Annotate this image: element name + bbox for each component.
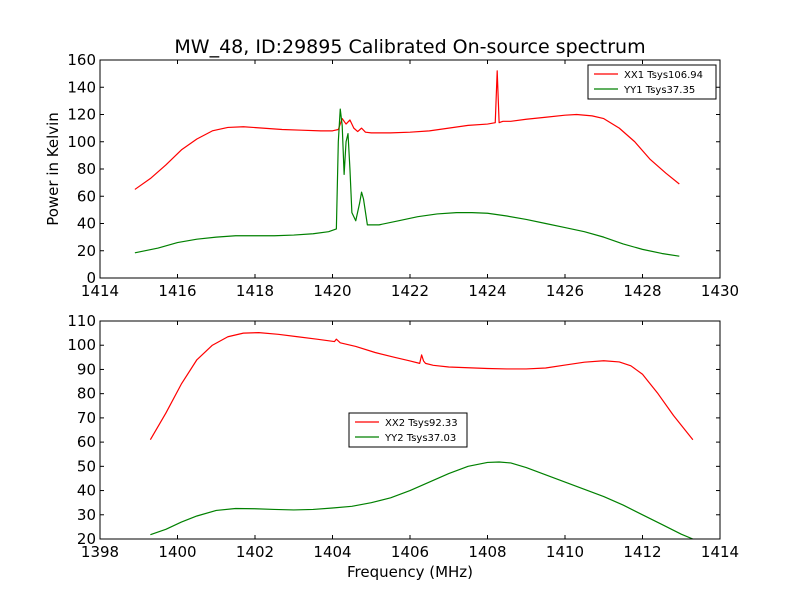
x-tick-label: 1398 [81,543,119,561]
x-tick-label: 1402 [236,543,274,561]
series-line-yy1 [134,108,680,257]
y-tick-label: 30 [77,506,96,524]
x-tick-label: 1430 [701,282,739,300]
x-tick-label: 1410 [546,543,584,561]
legend-label: XX1 Tsys106.94 [624,70,703,81]
y-tick-label: 20 [77,530,96,548]
y-tick-label: 100 [67,336,96,354]
y-tick-label: 110 [67,312,96,330]
y-tick-label: 70 [77,409,96,427]
series-line-yy2 [150,461,694,539]
top-panel: 1414 1416 1418 1420 1422 1424 1426 1428 1430 0 20 4… [67,51,739,300]
x-tick-label: 1414 [81,282,119,300]
x-tick-label: 1408 [468,543,506,561]
y-tick-label: 60 [77,433,96,451]
x-tick-label: 1400 [158,543,196,561]
x-tick-label: 1426 [546,282,584,300]
x-tick-label: 1414 [701,543,739,561]
legend-label: YY2 Tsys37.03 [384,433,456,444]
legend-label: YY1 Tsys37.35 [623,85,695,96]
series-line-xx2 [149,332,694,441]
bottom-panel: 1398 1400 1402 1404 1406 1408 1410 1412 1414 20 30… [67,312,739,561]
y-tick-label: 100 [67,133,96,151]
legend-box [587,64,717,100]
series-line-xx1 [134,70,680,190]
x-tick-label: 1422 [391,282,429,300]
y-tick-label: 20 [77,242,96,260]
x-tick-label: 1418 [236,282,274,300]
y-axis-label: Power in Kelvin [44,112,62,226]
y-tick-label: 50 [77,457,96,475]
y-tick-label: 40 [77,215,96,233]
legend-label: XX2 Tsys92.33 [385,418,458,429]
x-tick-label: 1406 [391,543,429,561]
y-tick-label: 90 [77,360,96,378]
x-tick-label: 1416 [158,282,196,300]
y-tick-label: 60 [77,187,96,205]
y-tick-label: 120 [67,106,96,124]
y-tick-label: 40 [77,482,96,500]
chart-title: MW_48, ID:29895 Calibrated On-source spe… [174,36,645,58]
x-tick-label: 1428 [623,282,661,300]
x-tick-label: 1424 [468,282,506,300]
y-tick-label: 160 [67,51,96,69]
y-tick-label: 80 [77,160,96,178]
x-tick-label: 1404 [313,543,351,561]
legend-box [348,412,468,448]
y-tick-label: 0 [86,269,96,287]
y-tick-label: 80 [77,385,96,403]
x-tick-label: 1412 [623,543,661,561]
x-tick-label: 1420 [313,282,351,300]
x-axis-label: Frequency (MHz) [347,563,473,581]
y-tick-label: 140 [67,78,96,96]
